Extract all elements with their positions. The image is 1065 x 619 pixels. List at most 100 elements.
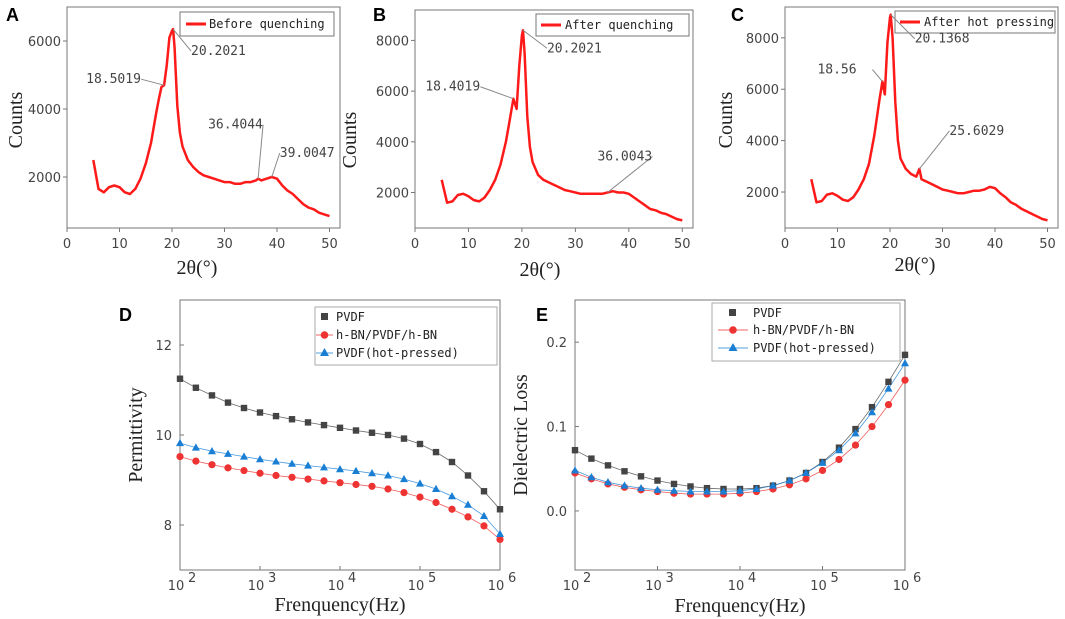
panel-a: A Before quenching Counts 2θ(°)	[5, 5, 341, 279]
x-axis-label-a: 2θ(°)	[177, 257, 218, 279]
x-tick-exp-e: 4	[748, 571, 756, 586]
x-tick-label-b: 10	[460, 237, 477, 252]
x-tick-label-b: 40	[621, 237, 638, 252]
peak-annotation-a: 18.5019	[86, 72, 141, 87]
data-point-d-hbn	[432, 498, 440, 507]
data-point-e-pvdf	[852, 425, 859, 433]
legend-label-e-hot: PVDF(hot-pressed)	[753, 341, 876, 355]
peak-annotation-c: 18.56	[817, 63, 856, 78]
y-tick-label-e: 0.1	[546, 421, 567, 436]
data-point-d-hot	[176, 438, 184, 447]
legend-marker-e-pvdf	[729, 309, 736, 316]
annotation-leader-a	[172, 28, 192, 52]
x-tick-exp-d: 3	[268, 571, 276, 586]
peak-annotation-a: 20.2021	[191, 44, 246, 59]
peak-annotation-b: 36.0043	[597, 150, 652, 165]
x-tick-label-b: 0	[411, 237, 419, 252]
data-point-d-pvdf	[256, 409, 264, 416]
legend-label-d-hot: PVDF(hot-pressed)	[336, 346, 459, 360]
x-tick-base-e: 10	[893, 579, 910, 594]
legend-marker-e-hot	[728, 343, 738, 351]
x-tick-base-d: 10	[488, 579, 505, 594]
data-point-e-hot	[868, 408, 876, 416]
panel-label-c: C	[731, 5, 744, 25]
x-tick-base-d: 10	[408, 579, 425, 594]
data-point-d-pvdf	[464, 472, 472, 479]
peak-annotation-a: 36.4044	[208, 118, 263, 133]
annotation-leader-c	[872, 69, 883, 82]
data-point-e-hot	[670, 486, 679, 494]
data-point-d-pvdf	[240, 404, 248, 412]
panel-d: D PVDF h-BN/PVDF/h-BN PVDF(hot-pressed) …	[119, 299, 501, 616]
data-point-d-hbn	[320, 477, 328, 485]
x-tick-label-b: 30	[567, 237, 584, 252]
x-tick-base-e: 10	[810, 579, 827, 594]
y-axis-label-a: Counts	[5, 91, 27, 148]
chart-marks: 0 10 20 30 40 5020004000600018.501920.202136.…	[28, 13, 1056, 594]
data-point-d-hot	[240, 452, 249, 460]
x-tick-label-a: 20	[164, 237, 181, 252]
annotation-leader-a	[257, 124, 264, 179]
data-point-d-pvdf	[416, 440, 424, 448]
data-point-e-hbn	[851, 441, 860, 449]
data-point-e-pvdf	[670, 480, 678, 488]
x-tick-label-c: 40	[987, 237, 1004, 252]
x-axis-label-c: 2θ(°)	[895, 254, 936, 276]
panel-b: B After quenching Counts 2θ(°)	[339, 5, 694, 281]
data-point-e-pvdf	[621, 468, 628, 475]
data-point-d-hot	[272, 457, 281, 465]
data-point-d-pvdf	[304, 419, 312, 426]
data-point-d-hot	[288, 459, 297, 467]
data-point-e-hbn	[802, 475, 810, 483]
y-tick-label-c: 6000	[746, 83, 779, 98]
y-tick-label-d: 8	[164, 519, 172, 534]
x-tick-label-a: 40	[269, 237, 286, 252]
series-line-e-1	[574, 379, 906, 495]
data-point-e-pvdf	[687, 483, 694, 490]
annotation-leader-b	[522, 29, 548, 49]
x-tick-label-a: 0	[63, 237, 71, 252]
data-point-e-hot	[818, 458, 827, 466]
data-point-d-hbn	[336, 479, 344, 487]
data-point-d-hot	[448, 492, 457, 500]
x-tick-label-c: 10	[829, 237, 846, 252]
data-point-d-hbn	[240, 466, 248, 475]
xrd-curve-a	[92, 27, 330, 218]
y-axis-label-e: Dielectric Loss	[510, 374, 532, 496]
legend-label-e-pvdf: PVDF	[753, 306, 782, 320]
y-tick-label-d: 12	[155, 339, 172, 354]
x-tick-base-d: 10	[168, 579, 185, 594]
data-point-d-pvdf	[352, 427, 360, 434]
data-point-d-hot	[464, 500, 472, 508]
y-tick-label-c: 4000	[746, 135, 779, 150]
data-point-e-pvdf	[604, 462, 612, 469]
data-point-e-hbn	[901, 376, 909, 384]
data-point-d-hot	[400, 474, 409, 483]
legend-label-a: Before quenching	[209, 17, 325, 31]
data-point-e-hot	[736, 486, 744, 494]
data-point-d-hot	[207, 447, 216, 455]
data-point-d-pvdf	[208, 392, 216, 399]
data-point-d-hot	[496, 529, 504, 537]
x-tick-label-b: 20	[514, 237, 531, 252]
data-point-e-pvdf	[868, 403, 876, 411]
data-point-e-pvdf	[571, 446, 579, 454]
data-point-d-pvdf	[400, 435, 408, 442]
data-point-d-hbn	[176, 453, 184, 461]
data-point-e-hot	[571, 466, 579, 474]
x-tick-label-b: 50	[674, 237, 691, 252]
legend-box-b	[535, 13, 690, 37]
data-point-e-hot	[653, 485, 662, 493]
x-tick-label-a: 50	[321, 237, 338, 252]
data-point-d-pvdf	[272, 412, 280, 420]
data-point-d-hot	[223, 449, 232, 457]
x-tick-label-a: 10	[111, 237, 128, 252]
legend-box-d	[314, 306, 498, 366]
data-point-d-hbn	[256, 469, 264, 477]
data-point-e-hbn	[884, 401, 893, 409]
legend-label-d-pvdf: PVDF	[336, 310, 365, 324]
data-point-e-pvdf	[654, 477, 661, 484]
x-tick-base-d: 10	[328, 579, 345, 594]
data-point-e-hot	[686, 487, 695, 495]
